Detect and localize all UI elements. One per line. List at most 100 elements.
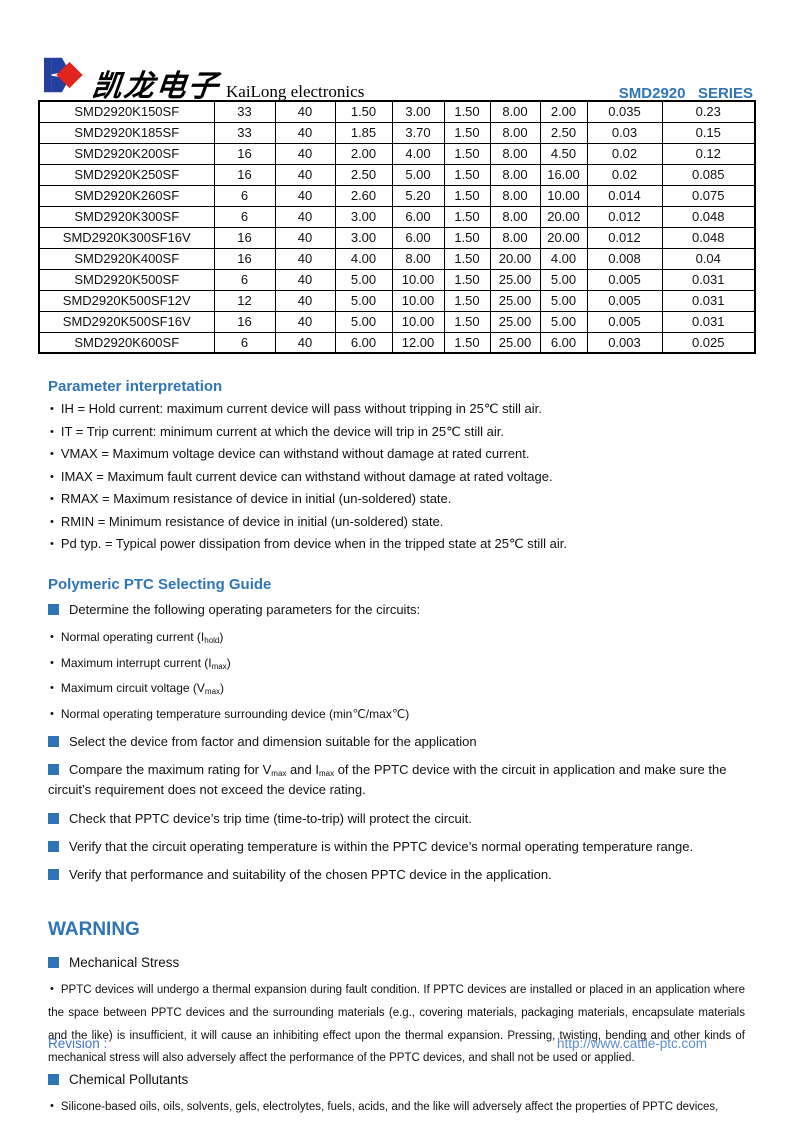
table-cell: 2.00 [334, 142, 393, 165]
table-cell: 1.50 [443, 184, 491, 207]
table-cell: 40 [274, 121, 336, 144]
square-bullet-icon [48, 840, 59, 852]
square-bullet-icon [48, 764, 59, 776]
table-cell: 0.23 [661, 100, 756, 123]
warning-subheading: Chemical Pollutants [48, 1072, 745, 1087]
table-cell: 10.00 [391, 268, 445, 291]
table-cell: SMD2920K500SF16V [38, 310, 215, 333]
content-sections: Parameter interpretation IH = Hold curre… [48, 378, 745, 1121]
table-cell: 4.00 [539, 247, 588, 270]
table-cell: 2.60 [334, 184, 393, 207]
warning-paragraph: PPTC devices will undergo a thermal expa… [48, 979, 745, 1070]
table-cell: 8.00 [391, 247, 445, 270]
table-cell: 25.00 [489, 310, 541, 333]
subscript-text: hold [204, 635, 220, 645]
table-cell: 1.50 [443, 331, 491, 354]
table-cell: 6.00 [391, 205, 445, 228]
table-cell: SMD2920K200SF [38, 142, 215, 165]
table-cell: 3.00 [334, 226, 393, 249]
table-cell: 0.02 [586, 142, 663, 165]
table-cell: 25.00 [489, 289, 541, 312]
table-cell: 20.00 [539, 205, 588, 228]
table-cell: 0.025 [661, 331, 756, 354]
table-cell: 12.00 [391, 331, 445, 354]
table-cell: 4.00 [334, 247, 393, 270]
table-cell: 0.12 [661, 142, 756, 165]
table-cell: 0.02 [586, 163, 663, 186]
table-row: SMD2920K600SF 6 40 6.00 12.00 1.50 25.00 6.00 0.… [38, 331, 756, 354]
table-cell: 6.00 [391, 226, 445, 249]
parameter-interpretation-title: Parameter interpretation [48, 378, 223, 395]
table-cell: 2.50 [334, 163, 393, 186]
table-cell: 10.00 [539, 184, 588, 207]
table-row: SMD2920K185SF 33 40 1.85 3.70 1.50 8.00 2.50 0.0… [38, 121, 756, 144]
guide-item: Normal operating temperature surrounding… [48, 707, 745, 722]
table-cell: 16 [213, 226, 276, 249]
table-cell: 0.04 [661, 247, 756, 270]
table-cell: 8.00 [489, 226, 541, 249]
table-cell: 3.00 [391, 100, 445, 123]
parameter-item: RMAX = Maximum resistance of device in i… [48, 492, 745, 507]
table-cell: 5.20 [391, 184, 445, 207]
guide-item: Maximum interrupt current (Imax) [48, 656, 745, 672]
table-cell: 0.005 [586, 289, 663, 312]
table-cell: 16.00 [539, 163, 588, 186]
subscript-text: max [211, 661, 227, 671]
page-header: 凯龙电子 KaiLong electronics SMD2920 SERIES [44, 46, 753, 104]
table-cell: 1.85 [334, 121, 393, 144]
table-cell: SMD2920K300SF [38, 205, 215, 228]
guide-item: Determine the following operating parame… [48, 600, 745, 620]
table-cell: 16 [213, 163, 276, 186]
table-cell: 8.00 [489, 121, 541, 144]
table-cell: SMD2920K500SF12V [38, 289, 215, 312]
parameter-list: IH = Hold current: maximum current devic… [48, 402, 745, 552]
table-cell: 20.00 [489, 247, 541, 270]
table-cell: 6.00 [334, 331, 393, 354]
warning-paragraph: Silicone-based oils, oils, solvents, gel… [48, 1096, 745, 1119]
guide-list: Determine the following operating parame… [48, 600, 745, 885]
parameter-item: RMIN = Minimum resistance of device in i… [48, 515, 745, 530]
table-cell: 8.00 [489, 163, 541, 186]
table-row: SMD2920K500SF 6 40 5.00 10.00 1.50 25.00 5.00 0.… [38, 268, 756, 291]
warning-title: WARNING [48, 919, 140, 941]
parameter-item: IH = Hold current: maximum current devic… [48, 402, 745, 417]
selecting-guide-title: Polymeric PTC Selecting Guide [48, 575, 272, 593]
table-cell: 0.031 [661, 310, 756, 333]
table-cell: 3.00 [334, 205, 393, 228]
table-cell: 40 [274, 184, 336, 207]
table-cell: 1.50 [443, 268, 491, 291]
ratings-table: SMD2920K150SF 33 40 1.50 3.00 1.50 8.00 2.00 0.0… [38, 100, 756, 354]
table-cell: 40 [274, 310, 336, 333]
table-cell: SMD2920K300SF16V [38, 226, 215, 249]
table-cell: SMD2920K260SF [38, 184, 215, 207]
table-cell: 1.50 [443, 163, 491, 186]
table-cell: 8.00 [489, 184, 541, 207]
table-cell: 1.50 [443, 247, 491, 270]
table-cell: 0.005 [586, 268, 663, 291]
table-cell: 25.00 [489, 268, 541, 291]
table-cell: 5.00 [539, 289, 588, 312]
table-cell: 0.012 [586, 226, 663, 249]
table-cell: 1.50 [334, 100, 393, 123]
table-cell: 5.00 [539, 310, 588, 333]
table-cell: 4.00 [391, 142, 445, 165]
guide-item: Check that PPTC device’s trip time (time… [48, 809, 745, 829]
table-cell: 5.00 [539, 268, 588, 291]
table-cell: 40 [274, 100, 336, 123]
square-bullet-icon [48, 1074, 59, 1086]
table-cell: 0.031 [661, 268, 756, 291]
table-cell: 40 [274, 289, 336, 312]
table-cell: SMD2920K185SF [38, 121, 215, 144]
table-cell: SMD2920K600SF [38, 331, 215, 354]
table-cell: 40 [274, 268, 336, 291]
table-cell: 40 [274, 226, 336, 249]
table-cell: 0.005 [586, 310, 663, 333]
website-link[interactable]: http://www.cattle-ptc.com [556, 1036, 707, 1051]
table-cell: 3.70 [391, 121, 445, 144]
table-row: SMD2920K500SF16V 16 40 5.00 10.00 1.50 25.00 5.… [38, 310, 756, 333]
table-cell: 0.15 [661, 121, 756, 144]
table-cell: 0.012 [586, 205, 663, 228]
table-cell: 5.00 [334, 268, 393, 291]
table-cell: 0.075 [661, 184, 756, 207]
